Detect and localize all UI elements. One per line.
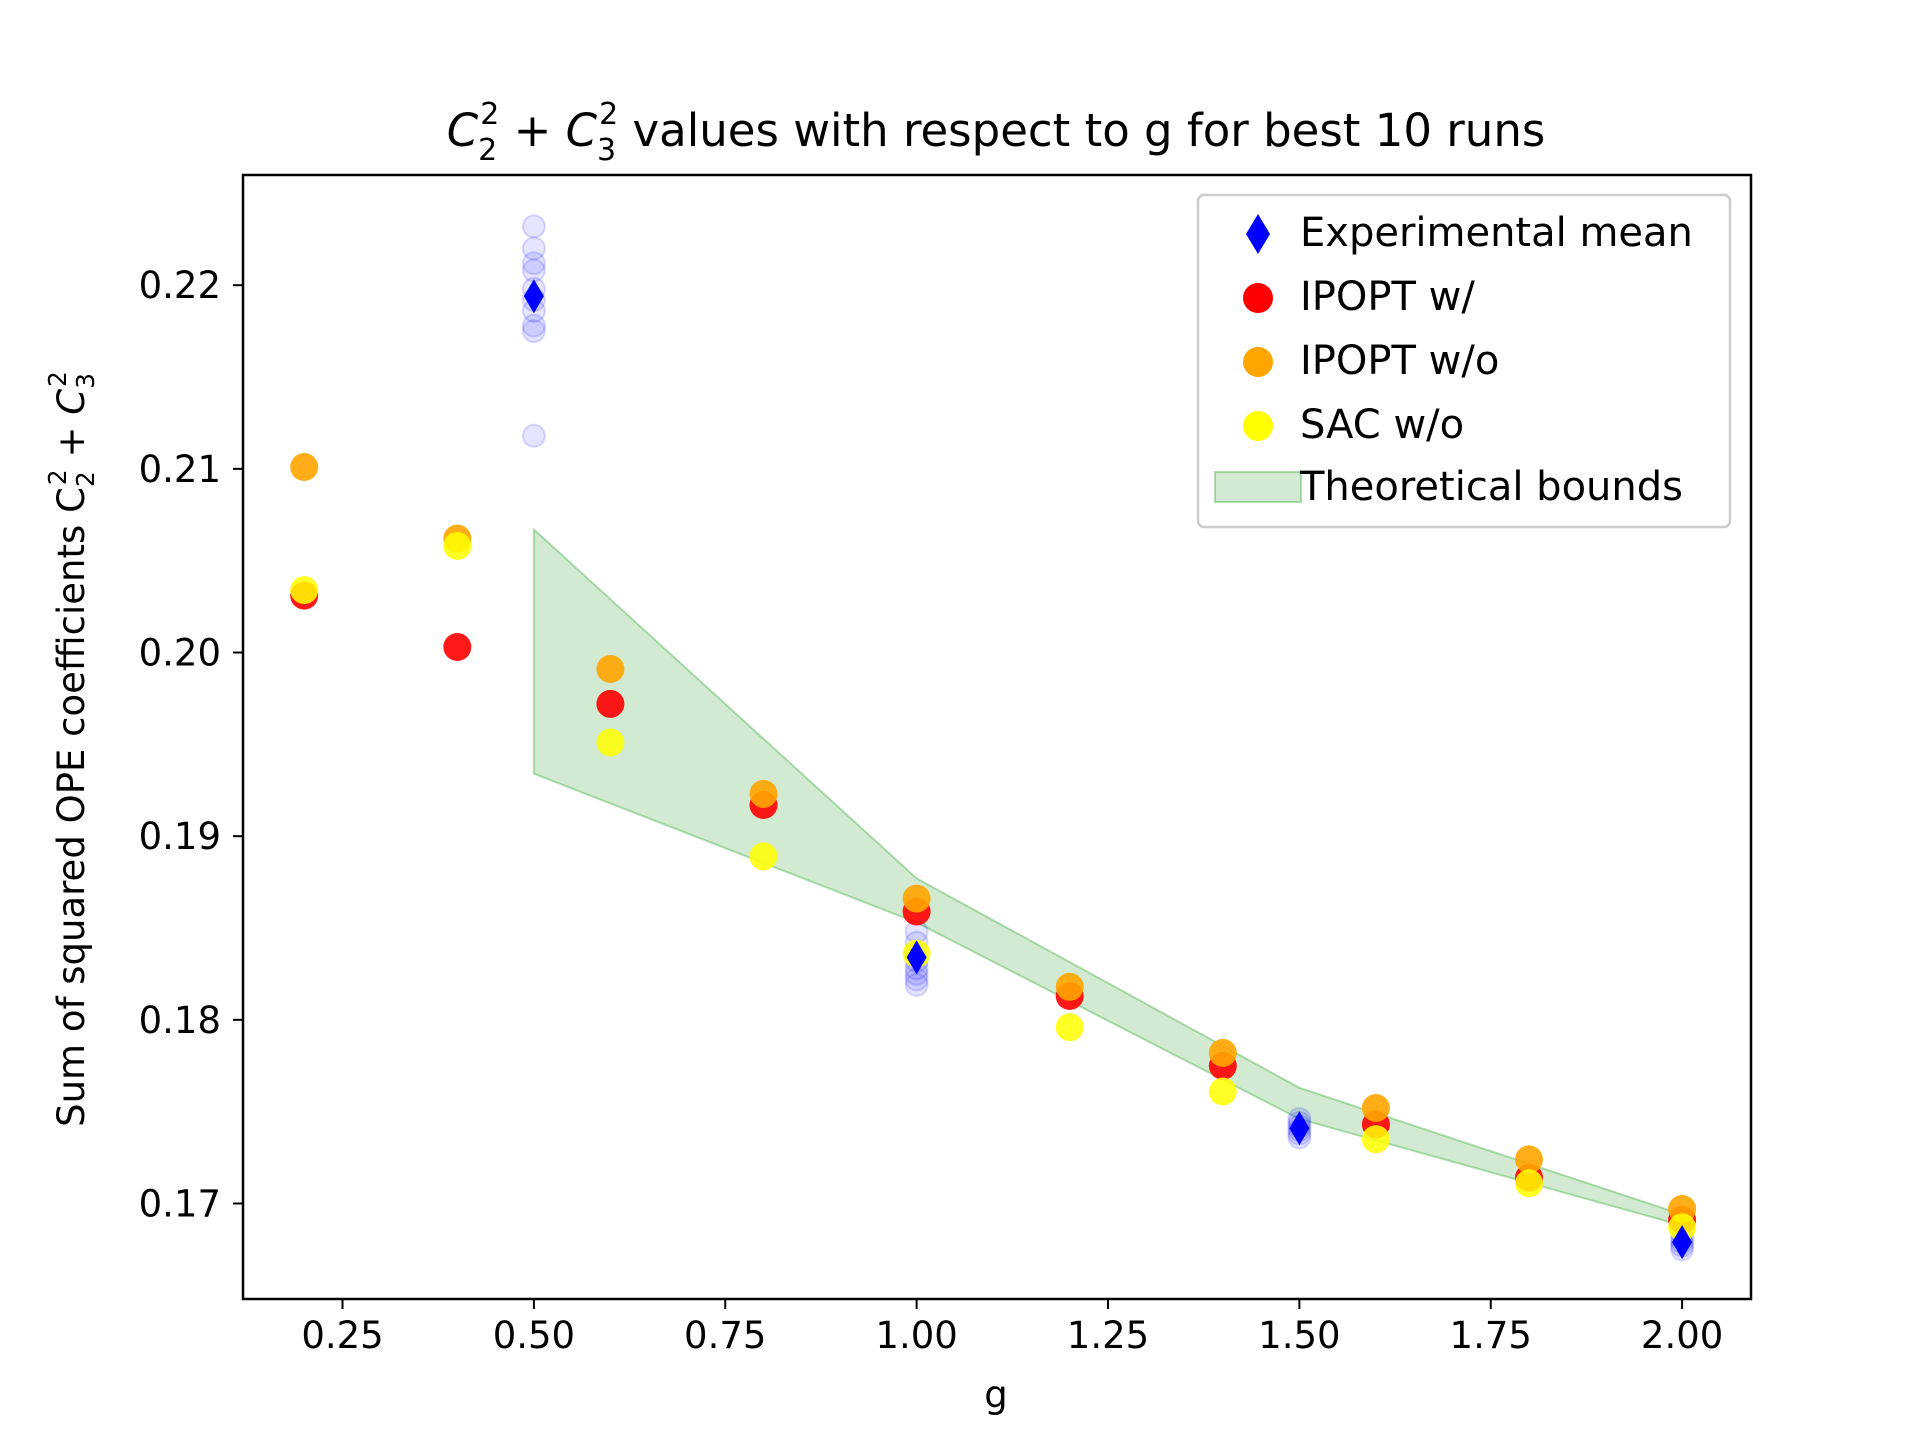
sac-w-o-point-8 — [1515, 1169, 1543, 1198]
sac-w-o-point-1 — [443, 532, 472, 560]
x-tick-label-6: 1.75 — [1450, 1314, 1532, 1357]
experimental-run-point-7 — [521, 313, 546, 338]
x-ticks: 0.25 0.50 0.75 1.00 1.25 1.50 1.75 2.00 — [301, 1299, 1723, 1357]
experimental-mean-point-3 — [1672, 1225, 1693, 1260]
experimental-mean-point-1 — [906, 940, 927, 975]
ipopt-w-o-point-5 — [1055, 972, 1084, 1001]
x-tick-label-0: 0.25 — [301, 1314, 383, 1357]
sac-w-o-point-6 — [1208, 1077, 1237, 1106]
sac-w-o-point-0 — [290, 576, 319, 605]
title-rest: values with respect to g for best 10 run… — [633, 104, 1546, 157]
y-tick-label-4: 0.21 — [139, 448, 221, 491]
legend-label-experimental-mean: Experimental mean — [1300, 210, 1693, 256]
ipopt-w-point-2 — [596, 689, 625, 718]
experimental-run-point-8 — [521, 319, 546, 344]
ipopt-w-o-point-2 — [596, 655, 625, 683]
ipopt-w-o-point-0 — [290, 453, 319, 481]
legend-box — [1196, 193, 1732, 529]
sac-w-o-point-5 — [1055, 1013, 1084, 1042]
legend-label-theoretical-bounds: Theoretical bounds — [1299, 464, 1683, 510]
legend-label-sac-without: SAC w/o — [1300, 402, 1464, 448]
experimental-run-point-0 — [521, 214, 546, 239]
plot-frame — [241, 173, 1753, 1301]
ipopt-w-o-point-4 — [902, 884, 931, 913]
y-axis-label: Sum of squared OPE coefficients C22 + C3… — [43, 371, 100, 1127]
x-tick-label-2: 0.75 — [684, 1314, 766, 1357]
ipopt-w-point-1 — [443, 633, 472, 661]
sac-w-o-point-2 — [596, 728, 625, 757]
x-tick-label-3: 1.00 — [875, 1314, 957, 1357]
y-tick-label-1: 0.18 — [139, 999, 221, 1042]
y-tick-label-0: 0.17 — [139, 1182, 221, 1225]
ipopt-w-o-point-3 — [749, 779, 778, 808]
legend-label-ipopt-without: IPOPT w/o — [1300, 338, 1499, 384]
chart-title: C22 + C32 values with respect to g for b… — [447, 97, 1546, 168]
legend: Experimental mean IPOPT w/ IPOPT w/o SAC… — [1196, 193, 1732, 529]
legend-marker-ipopt-without — [1243, 347, 1273, 377]
legend-label-ipopt-with: IPOPT w/ — [1300, 274, 1475, 320]
legend-marker-sac-without — [1243, 411, 1273, 441]
ipopt-w-o-point-7 — [1361, 1094, 1390, 1122]
ipopt-w-o-point-8 — [1515, 1145, 1543, 1174]
y-ticks: 0.17 0.18 0.19 0.20 0.21 0.22 — [139, 264, 243, 1225]
legend-marker-ipopt-with — [1243, 283, 1273, 313]
experimental-run-point-1 — [521, 236, 546, 261]
y-tick-label-5: 0.22 — [139, 264, 221, 307]
ipopt-w-o-point-6 — [1208, 1038, 1237, 1067]
experimental-run-point-9 — [521, 423, 546, 448]
y-tick-label-2: 0.19 — [139, 815, 221, 858]
sac-w-o-point-3 — [749, 842, 778, 871]
experimental-mean-point-2 — [1289, 1111, 1310, 1146]
x-axis-label: g — [984, 1373, 1008, 1416]
experimental-run-point-2 — [521, 251, 546, 276]
legend-marker-experimental-mean — [1246, 214, 1270, 254]
sac-w-o-point-7 — [1361, 1125, 1390, 1154]
experimental-mean-point-0 — [523, 279, 544, 314]
experimental-run-point-17 — [904, 972, 929, 997]
series-layer — [290, 279, 1697, 1260]
title-symbol-c2: C — [447, 104, 479, 157]
title-symbol-c3: C — [566, 104, 598, 157]
legend-marker-theoretical-bounds — [1214, 471, 1302, 503]
y-axis-label-text: Sum of squared OPE coefficients C — [50, 487, 93, 1127]
y-tick-label-3: 0.20 — [139, 632, 221, 675]
x-tick-label-7: 2.00 — [1641, 1314, 1723, 1357]
x-tick-label-1: 0.50 — [493, 1314, 575, 1357]
x-tick-label-4: 1.25 — [1067, 1314, 1149, 1357]
x-tick-label-5: 1.50 — [1258, 1314, 1340, 1357]
